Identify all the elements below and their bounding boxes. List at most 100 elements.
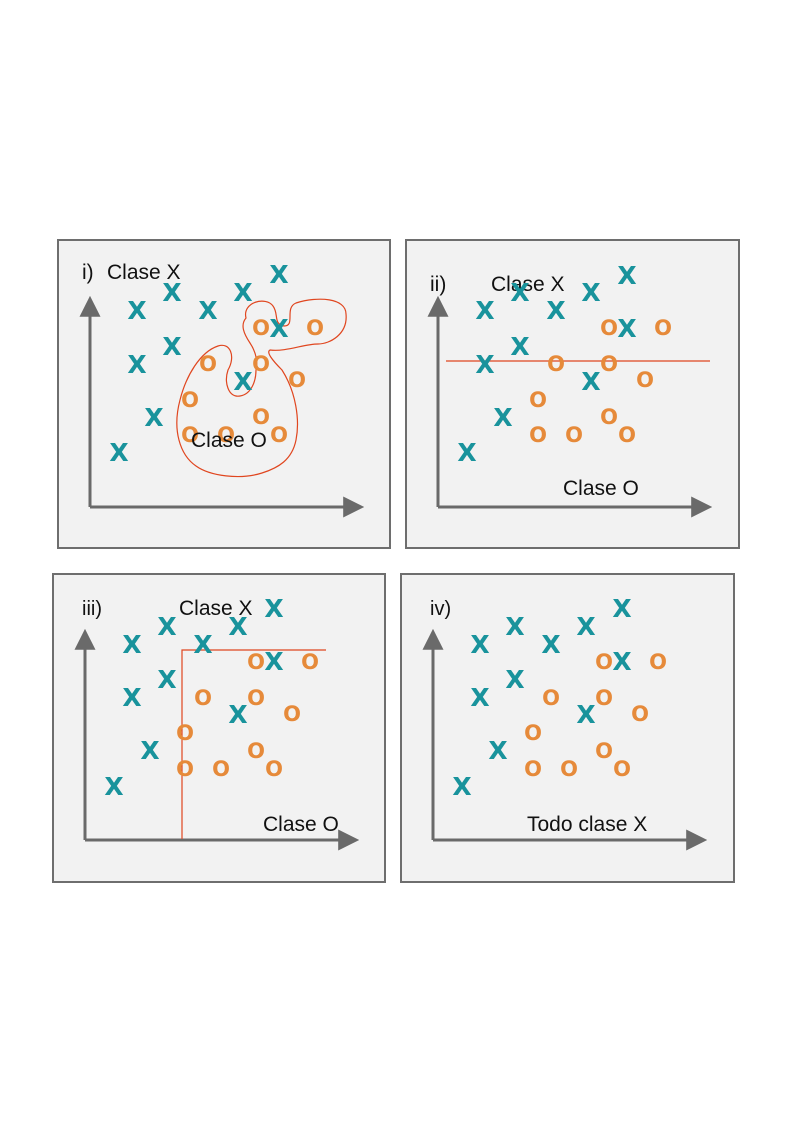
- panel-iii: [52, 573, 386, 883]
- o-point: O: [600, 352, 618, 376]
- o-point: O: [252, 352, 270, 376]
- panel-i-top-label: Clase X: [107, 261, 181, 284]
- o-point: O: [181, 423, 199, 447]
- x-point: X: [228, 700, 247, 729]
- o-point: O: [595, 686, 613, 710]
- panel-ii-top-label: Clase X: [491, 273, 565, 296]
- o-point: O: [247, 650, 265, 674]
- x-point: X: [233, 367, 252, 396]
- decision-boundary-i: [176, 298, 347, 478]
- x-point: X: [488, 736, 507, 765]
- o-point: O: [565, 423, 583, 447]
- o-point: O: [613, 757, 631, 781]
- o-point: O: [252, 405, 270, 429]
- x-point: X: [493, 403, 512, 432]
- panel-iv-axes: [422, 628, 708, 851]
- o-point: O: [524, 721, 542, 745]
- o-point: O: [529, 423, 547, 447]
- x-point: X: [452, 772, 471, 801]
- o-point: O: [212, 757, 230, 781]
- x-point: X: [233, 278, 252, 307]
- x-point: X: [581, 278, 600, 307]
- o-point: O: [247, 739, 265, 763]
- x-point: X: [193, 630, 212, 659]
- panel-iv: [400, 573, 735, 883]
- o-point: O: [524, 757, 542, 781]
- x-point: X: [505, 665, 524, 694]
- x-point: X: [505, 612, 524, 641]
- panel-iii-roman: iii): [82, 598, 102, 620]
- panel-ii: [405, 239, 740, 549]
- x-point: X: [157, 665, 176, 694]
- x-point: X: [122, 630, 141, 659]
- panel-iv-roman: iv): [430, 598, 451, 620]
- panel-ii-axes: [427, 295, 713, 518]
- o-point: O: [283, 702, 301, 726]
- panel-ii-points: X X X X X X X X X X X O O O O O O O O O …: [457, 261, 672, 467]
- x-point: X: [612, 594, 631, 623]
- o-point: O: [176, 757, 194, 781]
- panel-iv-bottom-label: Todo clase X: [527, 813, 647, 836]
- x-point: X: [457, 438, 476, 467]
- x-point: X: [144, 403, 163, 432]
- x-point: X: [581, 367, 600, 396]
- panel-ii-bottom-label: Clase O: [563, 477, 639, 500]
- o-point: O: [560, 757, 578, 781]
- o-point: O: [600, 316, 618, 340]
- x-point: X: [228, 612, 247, 641]
- x-point: X: [475, 350, 494, 379]
- o-point: O: [636, 368, 654, 392]
- o-point: O: [631, 702, 649, 726]
- x-point: X: [127, 296, 146, 325]
- x-point: X: [576, 700, 595, 729]
- x-point: X: [510, 332, 529, 361]
- o-point: O: [288, 368, 306, 392]
- panel-iii-bottom-label: Clase O: [263, 813, 339, 836]
- x-point: X: [109, 438, 128, 467]
- x-point: X: [264, 594, 283, 623]
- o-point: O: [252, 316, 270, 340]
- o-point: O: [649, 650, 667, 674]
- o-point: O: [194, 686, 212, 710]
- o-point: O: [176, 721, 194, 745]
- x-point: X: [162, 278, 181, 307]
- panel-iii-points: X X X X X X X X X X X O O O O O O O O O …: [104, 594, 319, 801]
- decision-boundary-iii: [181, 649, 326, 839]
- o-point: O: [618, 423, 636, 447]
- x-point: X: [264, 647, 283, 676]
- x-point: X: [470, 683, 489, 712]
- x-point: X: [157, 612, 176, 641]
- o-point: O: [270, 423, 288, 447]
- x-point: X: [198, 296, 217, 325]
- panel-i: [57, 239, 391, 549]
- x-point: X: [269, 260, 288, 289]
- x-point: X: [617, 314, 636, 343]
- o-point: O: [547, 352, 565, 376]
- x-point: X: [617, 261, 636, 290]
- x-point: X: [541, 630, 560, 659]
- x-point: X: [475, 296, 494, 325]
- o-point: O: [247, 686, 265, 710]
- o-point: O: [600, 405, 618, 429]
- o-point: O: [265, 757, 283, 781]
- x-point: X: [122, 683, 141, 712]
- o-point: O: [542, 686, 560, 710]
- o-point: O: [199, 352, 217, 376]
- o-point: O: [301, 650, 319, 674]
- x-point: X: [104, 772, 123, 801]
- o-point: O: [529, 388, 547, 412]
- panel-i-bottom-label: Clase O: [191, 429, 267, 452]
- x-point: X: [612, 647, 631, 676]
- x-point: X: [576, 612, 595, 641]
- o-point: O: [595, 650, 613, 674]
- o-point: O: [306, 316, 324, 340]
- panel-i-roman: i): [82, 261, 94, 284]
- o-point: O: [217, 423, 235, 447]
- o-point: O: [654, 316, 672, 340]
- x-point: X: [140, 736, 159, 765]
- o-point: O: [181, 388, 199, 412]
- o-point: O: [595, 739, 613, 763]
- x-point: X: [510, 278, 529, 307]
- x-point: X: [470, 630, 489, 659]
